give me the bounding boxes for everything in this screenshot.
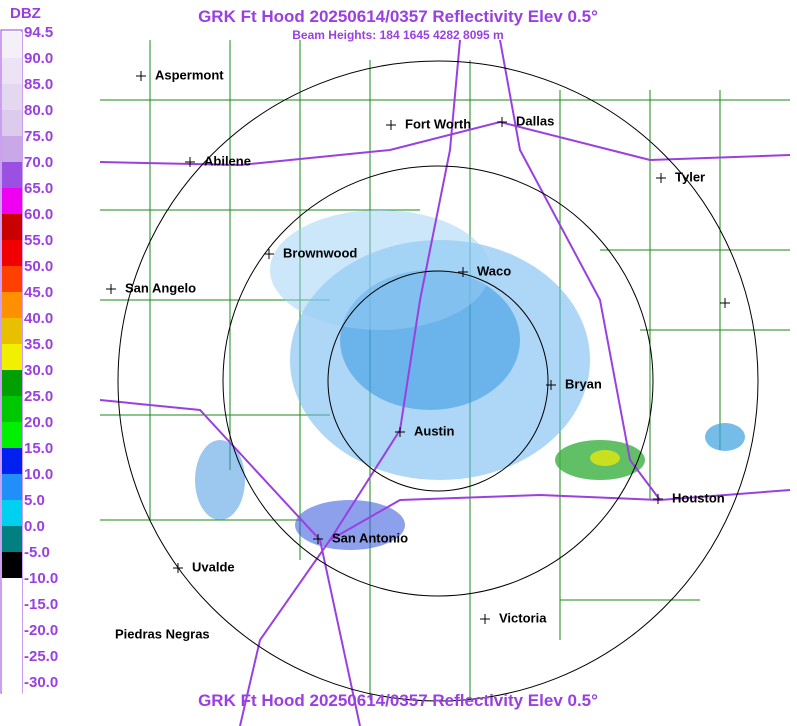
- legend-swatch: [2, 240, 22, 266]
- legend-label: 20.0: [24, 414, 53, 431]
- city-marker: [264, 249, 274, 259]
- city-label: San Antonio: [332, 530, 408, 545]
- legend-label: -25.0: [24, 648, 58, 665]
- legend-label: 75.0: [24, 128, 53, 145]
- legend-title: DBZ: [10, 5, 41, 22]
- legend-label: 55.0: [24, 232, 53, 249]
- city-marker: [458, 267, 468, 277]
- legend-label: -15.0: [24, 596, 58, 613]
- legend-label: 35.0: [24, 336, 53, 353]
- legend-swatch: [2, 84, 22, 110]
- legend-swatch: [2, 344, 22, 370]
- unnamed-marker: [720, 298, 730, 308]
- legend-label: 30.0: [24, 362, 53, 379]
- city-marker: [173, 563, 183, 573]
- city-marker: [395, 427, 405, 437]
- legend-label: 50.0: [24, 258, 53, 275]
- city-marker: [497, 117, 507, 127]
- legend-label: -5.0: [24, 544, 50, 561]
- legend-label: 40.0: [24, 310, 53, 327]
- legend-swatch: [2, 58, 22, 84]
- title: GRK Ft Hood 20250614/0357 Reflectivity E…: [198, 7, 598, 26]
- legend-swatch: [2, 474, 22, 500]
- city-marker: [480, 614, 490, 624]
- legend-swatch: [2, 214, 22, 240]
- legend-label: 45.0: [24, 284, 53, 301]
- legend-swatch: [2, 110, 22, 136]
- legend-label: 0.0: [24, 518, 45, 535]
- city-marker: [185, 157, 195, 167]
- legend-label: 25.0: [24, 388, 53, 405]
- legend-label: 94.5: [24, 24, 53, 41]
- legend-label: 90.0: [24, 50, 53, 67]
- legend-swatch: [2, 370, 22, 396]
- legend-label: 60.0: [24, 206, 53, 223]
- legend-swatch: [2, 604, 22, 630]
- legend-swatch: [2, 656, 22, 682]
- footer-title: GRK Ft Hood 20250614/0357 Reflectivity E…: [198, 691, 598, 710]
- city-marker: [546, 380, 556, 390]
- legend-swatch: [2, 630, 22, 656]
- legend-label: 85.0: [24, 76, 53, 93]
- city-label: Tyler: [675, 169, 705, 184]
- legend-label: 10.0: [24, 466, 53, 483]
- legend-swatch: [2, 266, 22, 292]
- legend-label: 65.0: [24, 180, 53, 197]
- legend-swatch: [2, 136, 22, 162]
- legend-swatch: [2, 552, 22, 578]
- legend-swatch: [2, 682, 22, 708]
- legend-swatch: [2, 188, 22, 214]
- city-label: Aspermont: [155, 67, 224, 82]
- city-label: Fort Worth: [405, 116, 471, 131]
- city-label: Uvalde: [192, 559, 235, 574]
- city-label: Victoria: [499, 610, 547, 625]
- legend-label: 5.0: [24, 492, 45, 509]
- city-label: Piedras Negras: [115, 626, 210, 641]
- legend-label: 80.0: [24, 102, 53, 119]
- legend-swatch: [2, 292, 22, 318]
- city-marker: [136, 71, 146, 81]
- city-label: San Angelo: [125, 280, 196, 295]
- city-marker: [656, 173, 666, 183]
- city-label: Waco: [477, 263, 511, 278]
- city-marker: [653, 494, 663, 504]
- legend-swatch: [2, 396, 22, 422]
- legend-swatch: [2, 32, 22, 58]
- city-marker: [313, 534, 323, 544]
- city-label: Houston: [672, 490, 725, 505]
- legend-label: -20.0: [24, 622, 58, 639]
- legend-swatch: [2, 318, 22, 344]
- legend-swatch: [2, 422, 22, 448]
- city-label: Abilene: [204, 153, 251, 168]
- city-label: Austin: [414, 423, 455, 438]
- legend-swatch: [2, 500, 22, 526]
- legend-label: 70.0: [24, 154, 53, 171]
- city-label: Brownwood: [283, 245, 357, 260]
- legend-label: -30.0: [24, 674, 58, 691]
- legend-swatch: [2, 162, 22, 188]
- legend-swatch: [2, 448, 22, 474]
- subtitle: Beam Heights: 184 1645 4282 8095 m: [292, 28, 503, 42]
- legend-label: -10.0: [24, 570, 58, 587]
- city-marker: [386, 120, 396, 130]
- legend-swatch: [2, 526, 22, 552]
- city-label: Bryan: [565, 376, 602, 391]
- legend-swatch: [2, 578, 22, 604]
- city-marker: [106, 284, 116, 294]
- legend-label: 15.0: [24, 440, 53, 457]
- range-rings: [117, 60, 759, 702]
- city-label: Dallas: [516, 113, 554, 128]
